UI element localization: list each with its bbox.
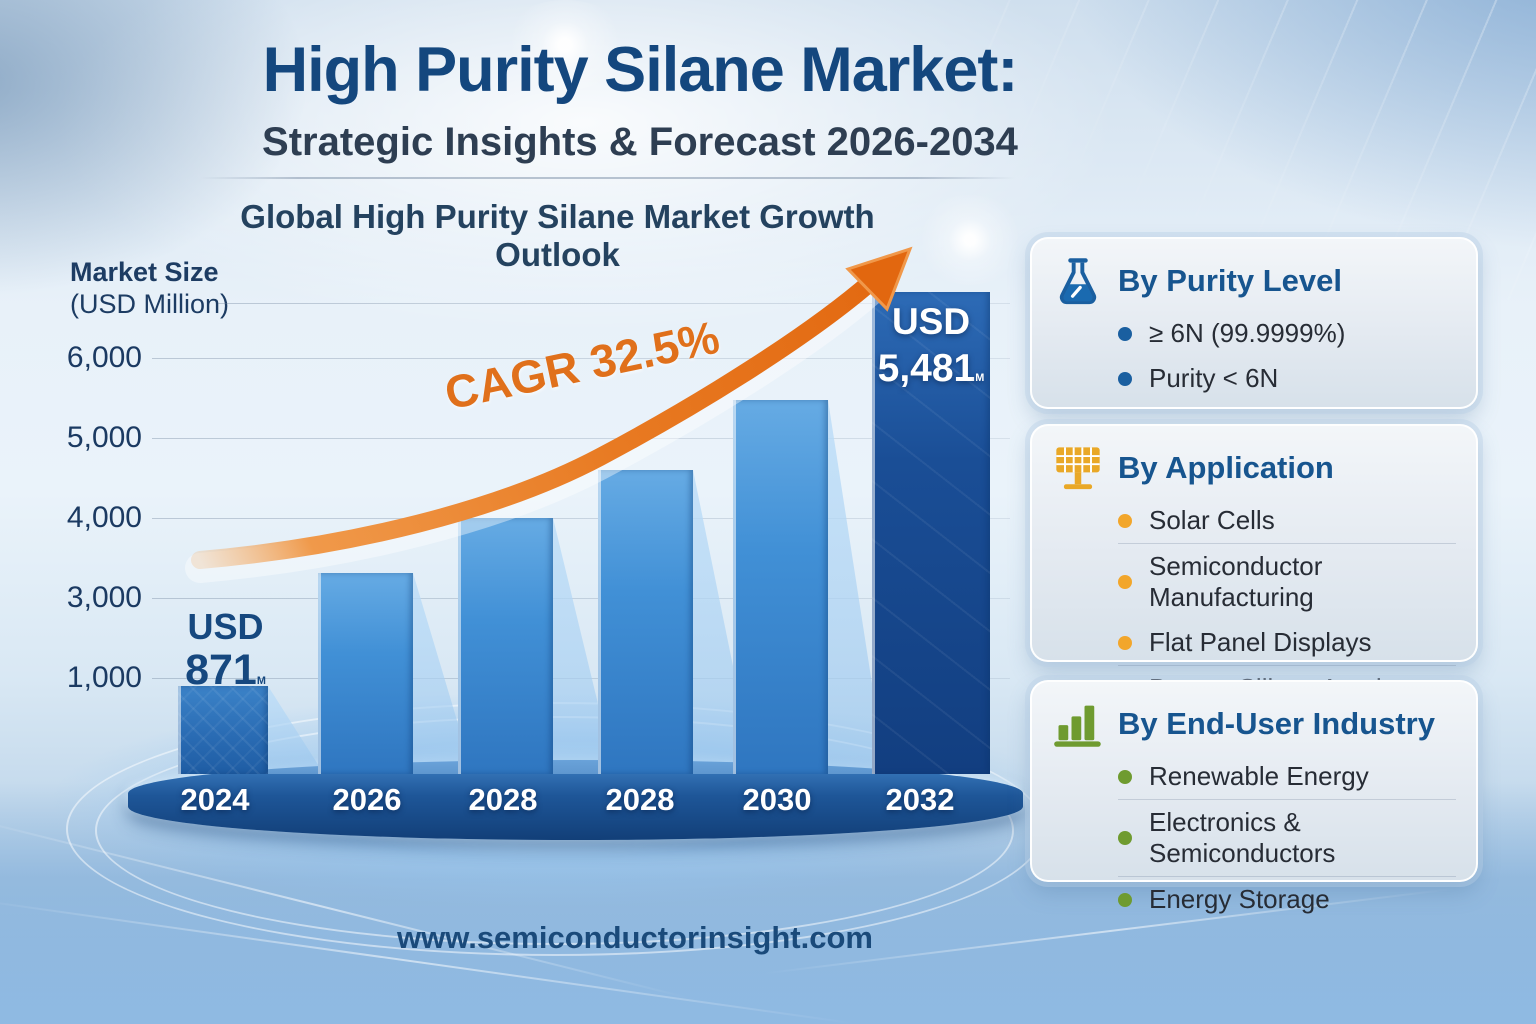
- list-item-label: Solar Cells: [1149, 505, 1275, 535]
- y-tick-6000: 6,000: [66, 341, 142, 374]
- bar-2028b: [598, 470, 693, 774]
- y-axis-title: Market Size (USD Million): [70, 256, 229, 320]
- bullet-dot: [1118, 575, 1132, 589]
- y-tick-4000: 4,000: [66, 501, 142, 534]
- sparkle-decor: [500, 0, 630, 90]
- panel-list: ≥ 6N (99.9999%) Purity < 6N: [1118, 311, 1456, 401]
- gridline: [152, 518, 1010, 519]
- gridline: [152, 438, 1010, 439]
- bullet-dot: [1118, 831, 1132, 845]
- panel-by-purity-level: By Purity Level ≥ 6N (99.9999%) Purity <…: [1030, 237, 1478, 409]
- list-item-label: Electronics & Semiconductors: [1149, 807, 1336, 868]
- list-item-label: Semiconductor Manufacturing: [1149, 551, 1323, 612]
- panel-title: By Purity Level: [1118, 263, 1342, 298]
- y-axis-title-line2: (USD Million): [70, 289, 230, 319]
- header-divider: [200, 177, 1015, 179]
- bullet-dot: [1118, 513, 1132, 528]
- bullet-dot: [1118, 635, 1132, 650]
- list-item: Energy Storage: [1118, 877, 1456, 922]
- list-item: ≥ 6N (99.9999%): [1118, 311, 1456, 356]
- x-label-2032: 2032: [885, 782, 955, 817]
- sparkle-decor: [915, 195, 1025, 285]
- bullet-dot: [1118, 769, 1132, 784]
- x-label-2030: 2030: [742, 782, 812, 817]
- value-number: 5,481: [877, 346, 976, 390]
- list-item-label: Energy Storage: [1149, 884, 1330, 914]
- bar-2026: [318, 573, 413, 774]
- panel-title: By End-User Industry: [1118, 706, 1435, 741]
- list-item-label: Purity < 6N: [1149, 363, 1279, 393]
- chart-title: Global High Purity Silane Market Growth …: [240, 198, 875, 273]
- solar-panel-icon: [1056, 447, 1100, 490]
- y-tick-5000: 5,000: [66, 421, 142, 454]
- value-label-2032: USD 5,481M: [872, 302, 990, 390]
- gridline: [152, 598, 1010, 599]
- x-label-2028a: 2028: [468, 782, 538, 817]
- bar-2030: [733, 400, 828, 774]
- list-item-label: ≥ 6N (99.9999%): [1149, 318, 1346, 348]
- y-tick-3000: 3,000: [66, 581, 142, 614]
- panel-list: Renewable Energy Electronics & Semicondu…: [1118, 754, 1456, 922]
- list-item: Semiconductor Manufacturing: [1118, 544, 1456, 620]
- page-subtitle: Strategic Insights & Forecast 2026-2034: [262, 120, 1018, 164]
- panel-title: By Application: [1118, 450, 1334, 485]
- value-number: 871: [185, 645, 257, 694]
- growth-arrow: [185, 246, 913, 583]
- list-item-label: Renewable Energy: [1149, 761, 1369, 791]
- bar-2028a: [458, 518, 553, 774]
- bar-2032: [872, 292, 990, 774]
- y-axis-title-line1: Market Size: [70, 257, 219, 287]
- bar-chart-icon: [1054, 705, 1101, 747]
- bullet-dot: [1118, 892, 1132, 907]
- website-url: www.semiconductorinsight.com: [397, 920, 873, 955]
- panel-header: By Application: [1052, 442, 1456, 494]
- value-unit: M: [256, 674, 266, 687]
- x-label-2028b: 2028: [605, 782, 675, 817]
- value-unit: M: [975, 371, 985, 384]
- panel-header: By Purity Level: [1052, 255, 1456, 307]
- y-tick-1000: 1,000: [66, 661, 142, 694]
- panel-header: By End-User Industry: [1052, 698, 1456, 750]
- list-item: Renewable Energy: [1118, 754, 1456, 800]
- list-item: Electronics & Semiconductors: [1118, 800, 1456, 877]
- page-title: High Purity Silane Market:: [262, 35, 1019, 105]
- list-item: Flat Panel Displays: [1118, 620, 1456, 666]
- gridline: [218, 303, 1010, 304]
- x-label-2026: 2026: [332, 782, 402, 817]
- list-item-label: Flat Panel Displays: [1149, 627, 1372, 657]
- value-currency: USD: [891, 301, 971, 342]
- value-currency: USD: [187, 606, 264, 647]
- bullet-dot: [1118, 371, 1132, 386]
- panel-by-end-user-industry: By End-User Industry Renewable Energy El…: [1030, 680, 1478, 914]
- list-item: Purity < 6N: [1118, 356, 1456, 401]
- panel-by-application: By Application Solar Cells Semiconductor…: [1030, 424, 1478, 703]
- bar-2024: [178, 686, 268, 774]
- flask-icon: [1059, 258, 1097, 305]
- bullet-dot: [1118, 326, 1132, 341]
- value-label-2024: USD 871M: [148, 606, 303, 694]
- list-item: Solar Cells: [1118, 498, 1456, 544]
- x-label-2024: 2024: [180, 782, 250, 817]
- gridline: [152, 358, 1010, 359]
